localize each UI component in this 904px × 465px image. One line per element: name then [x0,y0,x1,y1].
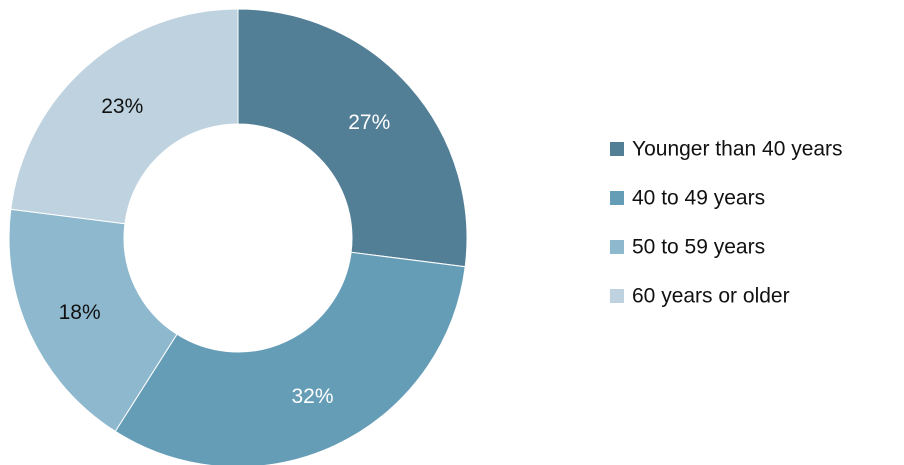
legend-swatch-60-years-or-older [610,289,624,303]
slice-younger-than-40-years [237,8,468,268]
slice-labels: 27% 32% 18% 23% [59,95,391,408]
legend-item-younger-than-40-years: Younger than 40 years [610,138,843,161]
legend-label-50-to-59-years: 50 to 59 years [632,236,765,259]
donut-slices [8,8,468,465]
slice-label-40-to-49-years: 32% [291,385,333,408]
legend-item-40-to-49-years: 40 to 49 years [610,187,765,210]
slice-60-years-or-older [10,8,239,225]
legend-item-60-years-or-older: 60 years or older [610,285,790,308]
legend-label-younger-than-40-years: Younger than 40 years [632,138,843,161]
legend: Younger than 40 years 40 to 49 years 50 to… [610,138,843,308]
legend-swatch-40-to-49-years [610,191,624,205]
slice-label-younger-than-40-years: 27% [348,111,390,134]
legend-label-40-to-49-years: 40 to 49 years [632,187,765,210]
legend-label-60-years-or-older: 60 years or older [632,285,790,308]
legend-swatch-50-to-59-years [610,240,624,254]
slice-50-to-59-years [8,208,178,433]
legend-swatch-younger-than-40-years [610,142,624,156]
slice-label-60-years-or-older: 23% [101,95,143,118]
slice-40-to-49-years [114,251,466,465]
slice-label-50-to-59-years: 18% [59,301,101,324]
legend-item-50-to-59-years: 50 to 59 years [610,236,765,259]
